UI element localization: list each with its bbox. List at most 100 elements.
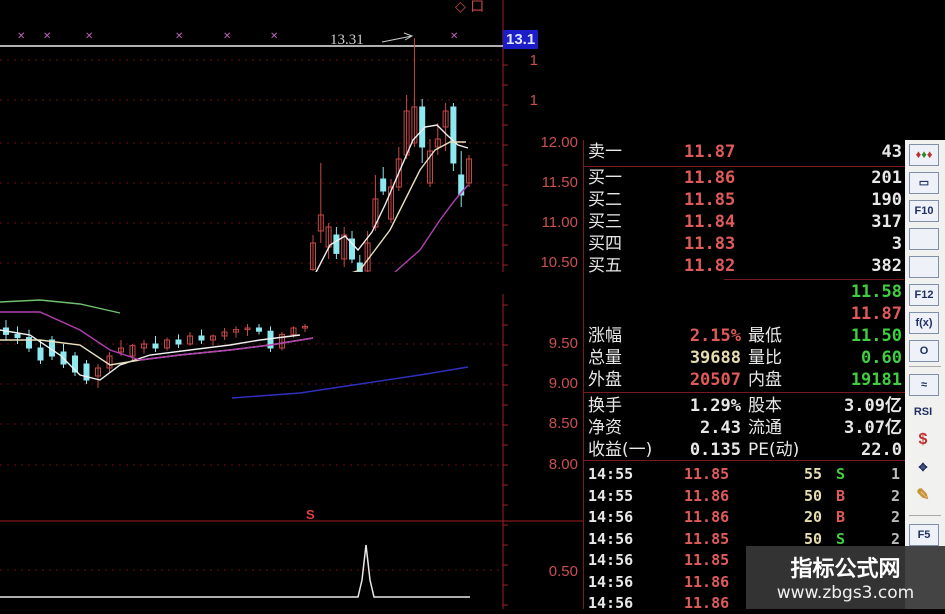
tick-time: 14:55 — [588, 465, 634, 483]
tick-side: S — [836, 529, 846, 548]
stat-value: 20507 — [689, 370, 741, 390]
candle-body — [83, 363, 90, 381]
candle-body — [210, 335, 216, 341]
tick-price: 11.86 — [684, 594, 730, 612]
candle-body — [26, 337, 32, 349]
tick-row: 14:56 11.86 20 B 2 — [584, 507, 904, 528]
candle-body — [221, 331, 228, 337]
watermark-title: 指标公式网 — [790, 557, 901, 582]
order-book-row: 买二 11.85 190 — [584, 190, 904, 211]
order-label: 卖一 — [588, 142, 622, 162]
move-icon[interactable]: ✥ — [918, 462, 928, 474]
tick-price: 11.86 — [684, 572, 730, 591]
dollar-icon[interactable]: $ — [918, 431, 928, 448]
rsi-icon[interactable]: RSI — [913, 406, 933, 418]
f10-icon[interactable]: F10 — [909, 200, 939, 222]
tick-time: 14:55 — [588, 486, 634, 505]
tick-row: 14:55 11.86 50 B 2 — [584, 486, 904, 507]
axis-label: 10.50 — [540, 254, 578, 271]
candle-body — [419, 106, 426, 148]
candle-body — [450, 106, 457, 164]
candle-body — [72, 355, 78, 373]
order-book-row: 买五 11.82 382 — [584, 256, 904, 277]
ma-lower-cream — [0, 337, 314, 366]
axis-label: 11.00 — [541, 214, 578, 231]
f12-icon[interactable]: F12 — [909, 284, 939, 306]
f11-icon[interactable] — [909, 228, 939, 250]
candle-body — [466, 158, 472, 184]
tick-side: B — [836, 508, 846, 526]
news-icon[interactable] — [909, 256, 939, 278]
order-volume: 382 — [871, 256, 902, 276]
pencil-icon[interactable]: ✎ — [916, 487, 930, 504]
candle-body — [310, 242, 316, 270]
order-label: 买三 — [588, 212, 622, 232]
arrow-icon — [381, 32, 414, 43]
candle-body — [187, 335, 193, 345]
ma20-line — [394, 184, 469, 273]
signal-marker: ✕ — [175, 31, 183, 42]
axis-label: 8.50 — [548, 415, 578, 432]
candle-body — [244, 327, 251, 331]
wave-icon[interactable]: ≈ — [909, 374, 939, 396]
stat-label: 最低 — [748, 326, 782, 346]
order-label: 买四 — [588, 234, 622, 254]
tick-price: 11.85 — [684, 551, 730, 569]
candle-body — [106, 355, 113, 369]
signal-marker: ✕ — [223, 31, 231, 42]
axis-label: 9.00 — [548, 375, 578, 392]
stat-value: 2.15% — [689, 326, 741, 346]
candle-body — [279, 333, 285, 349]
quote-panel: 卖一 11.87 43 买一 11.86 201 买二 11.85 190 买三 11.84 317 买… — [583, 140, 906, 612]
extra-value: 11.58 — [850, 282, 902, 302]
signal-marker: ✕ — [450, 31, 458, 42]
order-label: 买二 — [588, 190, 622, 210]
signal-marker: ✕ — [17, 31, 25, 42]
stat-value: 11.50 — [850, 326, 902, 346]
axis-label: 8.00 — [548, 456, 578, 473]
stat-row: 涨幅 2.15% 最低 11.50 — [584, 326, 904, 347]
candle-body — [14, 333, 21, 339]
candle-body — [164, 339, 170, 349]
tick-side: B — [836, 486, 846, 505]
stat-label: 内盘 — [748, 370, 782, 390]
toolbar-divider — [909, 515, 941, 516]
tick-row: 14:56 11.86 — [584, 572, 904, 593]
side-toolbar: ♦♦♦ ▭ F10 F12 f(x) O ≈ RSI $ ✥ ✎ F5 — [905, 140, 945, 609]
order-book-row: 买三 11.84 317 — [584, 212, 904, 233]
stat-label: 净资 — [588, 418, 622, 438]
tick-time: 14:56 — [588, 594, 634, 612]
tick-time: 14:56 — [588, 572, 634, 591]
candle-body — [302, 325, 308, 329]
axis-label: 9.50 — [548, 335, 578, 352]
stat-label: 外盘 — [588, 370, 622, 390]
candle-body — [427, 150, 433, 184]
axis-label: 1 — [529, 52, 538, 69]
ma60-line — [231, 366, 469, 399]
ma-lower-green — [0, 299, 121, 314]
candle-body — [458, 174, 465, 196]
candle-body — [141, 343, 147, 349]
watermark: 指标公式网 www.zbgs3.com — [746, 546, 945, 609]
stat-label: 流通 — [748, 418, 782, 438]
stat-row: 净资 2.43 流通 3.07亿 — [584, 418, 904, 439]
window-icon[interactable]: ▭ — [909, 172, 939, 194]
order-book-row: 买四 11.83 3 — [584, 234, 904, 255]
sell-signal-label: S — [306, 507, 315, 522]
stat-value: 1.29% — [689, 396, 741, 416]
order-price: 11.83 — [684, 234, 736, 254]
order-volume: 43 — [881, 142, 902, 162]
divider — [584, 166, 906, 167]
candle-body — [434, 138, 441, 148]
candle-body — [95, 367, 101, 377]
f5-icon[interactable]: F5 — [909, 524, 939, 546]
formula-icon[interactable]: f(x) — [909, 312, 939, 334]
candlestick-icon[interactable]: ♦♦♦ — [909, 144, 939, 166]
circle-icon[interactable]: O — [909, 340, 939, 362]
candle-body — [380, 178, 387, 192]
stat-value: 19181 — [850, 370, 902, 390]
tick-price: 11.85 — [684, 465, 730, 483]
tick-row: 14:56 11.85 50 S 2 — [584, 529, 904, 550]
order-volume: 3 — [891, 234, 902, 254]
